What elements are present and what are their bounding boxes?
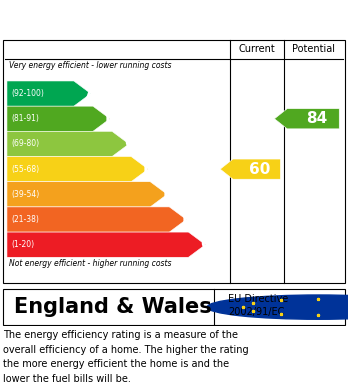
Text: The energy efficiency rating is a measure of the
overall efficiency of a home. T: The energy efficiency rating is a measur…	[3, 330, 249, 384]
Text: England & Wales: England & Wales	[14, 297, 212, 317]
Text: EU Directive
2002/91/EC: EU Directive 2002/91/EC	[228, 294, 288, 317]
Text: D: D	[142, 161, 155, 177]
Text: (92-100): (92-100)	[11, 89, 44, 98]
Circle shape	[207, 295, 348, 319]
Polygon shape	[7, 81, 91, 106]
Polygon shape	[7, 156, 148, 182]
Polygon shape	[275, 109, 339, 129]
Polygon shape	[7, 131, 129, 156]
Text: (81-91): (81-91)	[11, 114, 39, 123]
Text: B: B	[105, 111, 116, 126]
Text: Potential: Potential	[292, 44, 335, 54]
Text: F: F	[182, 212, 192, 227]
Text: (55-68): (55-68)	[11, 165, 39, 174]
Text: (1-20): (1-20)	[11, 240, 34, 249]
Text: C: C	[124, 136, 135, 151]
Text: A: A	[86, 86, 97, 101]
Text: (39-54): (39-54)	[11, 190, 39, 199]
Text: (21-38): (21-38)	[11, 215, 39, 224]
Text: Very energy efficient - lower running costs: Very energy efficient - lower running co…	[9, 61, 171, 70]
Polygon shape	[7, 106, 110, 131]
Text: 60: 60	[250, 161, 271, 177]
Text: Current: Current	[238, 44, 275, 54]
Polygon shape	[220, 159, 280, 179]
Polygon shape	[7, 182, 167, 207]
Text: 84: 84	[306, 111, 327, 126]
Polygon shape	[7, 207, 186, 232]
Text: Energy Efficiency Rating: Energy Efficiency Rating	[60, 9, 288, 28]
Polygon shape	[7, 232, 205, 257]
Text: (69-80): (69-80)	[11, 140, 39, 149]
Text: E: E	[163, 187, 173, 202]
Text: G: G	[200, 237, 212, 252]
Text: Not energy efficient - higher running costs: Not energy efficient - higher running co…	[9, 258, 171, 267]
